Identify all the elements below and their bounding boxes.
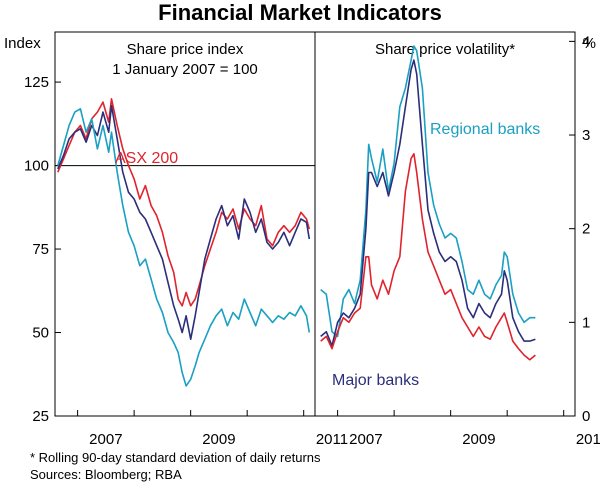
left-x-tick-label: 2011 [316,431,348,448]
right-series-asx-200 [320,153,536,361]
right-x-axis: 2007 2009 2011 [337,410,600,448]
left-series-regional-banks [57,108,311,387]
right-y-axis: 0 1 2 3 4 [569,33,590,425]
left-y-tick-label: 75 [32,241,49,258]
regional-series-label: Regional banks [430,121,540,138]
right-x-tick-label: 2009 [462,431,495,448]
right-y-tick-label: 1 [582,314,590,331]
right-x-tick-label: 2011 [576,431,600,448]
right-x-tick-label: 2007 [349,431,382,448]
left-y-tick-label: 100 [24,158,49,175]
right-series-major-banks [320,59,536,347]
asx-series-label: ASX 200 [115,150,178,167]
right-y-tick-label: 4 [582,33,590,50]
left-panel-title: Share price index [127,41,244,58]
left-y-tick-label: 125 [24,74,49,91]
major-series-label: Major banks [332,372,419,389]
left-panel-subtitle: 1 January 2007 = 100 [112,61,258,78]
left-x-tick-label: 2009 [202,431,235,448]
right-y-tick-label: 3 [582,127,590,144]
left-unit-label: Index [4,35,41,52]
left-y-axis: 25 50 75 100 125 [24,74,61,425]
left-x-tick-label: 2007 [89,431,122,448]
left-series-asx-200 [57,98,311,307]
right-y-tick-label: 0 [582,408,590,425]
footnote: * Rolling 90-day standard deviation of d… [30,450,321,465]
right-panel-title: Share price volatility* [375,41,515,58]
chart-title: Financial Market Indicators [158,0,442,25]
left-y-tick-label: 25 [32,408,49,425]
left-x-axis: 2007 2009 2011 [77,410,348,448]
right-unit-label: % [583,35,596,52]
left-series-major-banks [57,104,311,340]
right-y-tick-label: 2 [582,221,590,238]
right-series-group [320,45,536,361]
sources-note: Sources: Bloomberg; RBA [30,467,182,482]
left-series-group [57,98,311,387]
left-y-tick-label: 50 [32,325,49,342]
right-series-regional-banks [320,45,536,338]
